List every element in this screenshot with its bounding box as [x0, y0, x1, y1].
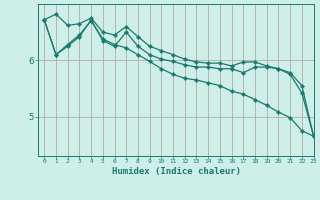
X-axis label: Humidex (Indice chaleur): Humidex (Indice chaleur) — [111, 167, 241, 176]
